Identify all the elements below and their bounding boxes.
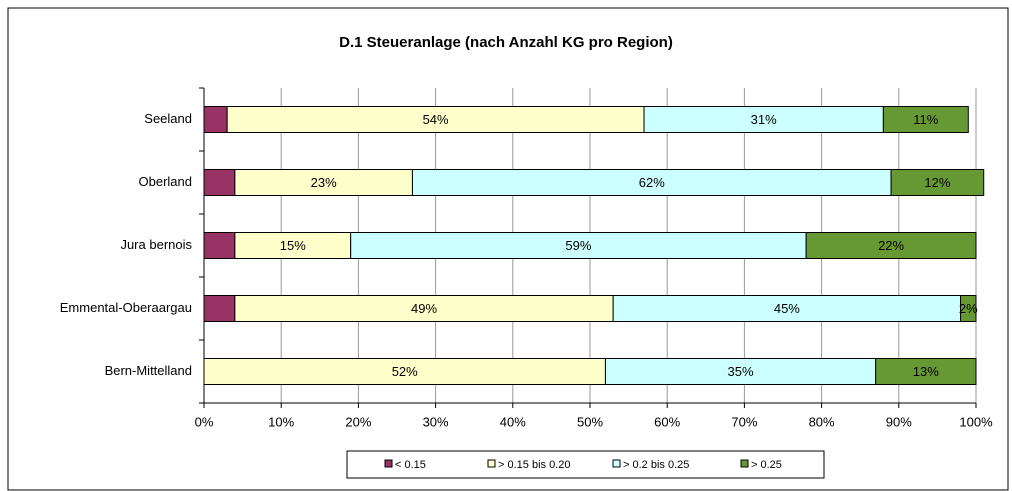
y-tick-label: Emmental-Oberaargau [60, 300, 192, 315]
bar-segment [805, 232, 977, 259]
y-tick-label: Bern-Mittelland [105, 363, 192, 378]
y-tick-label: Seeland [144, 111, 192, 126]
bar-segment [890, 169, 985, 196]
data-label: 11% [913, 112, 938, 127]
bar-segment [226, 106, 645, 133]
data-label: 22% [878, 238, 904, 253]
y-tick-label: Oberland [139, 174, 192, 189]
data-label: 23% [311, 175, 337, 190]
x-tick-label: 10% [268, 414, 294, 429]
data-label: 35% [728, 364, 754, 379]
bar-segment [350, 232, 807, 259]
legend-swatch [487, 459, 496, 468]
y-tick-label: Jura bernois [120, 237, 192, 252]
bar-segment [203, 106, 228, 133]
bar-segment [604, 358, 877, 385]
legend-swatch [384, 459, 393, 468]
x-tick-label: 20% [345, 414, 371, 429]
bar-segment [203, 358, 606, 385]
x-tick-label: 90% [886, 414, 912, 429]
legend-label: > 0.25 [751, 459, 782, 471]
data-label: 12% [924, 175, 950, 190]
x-tick-label: 80% [809, 414, 835, 429]
bar-segment [612, 295, 962, 322]
data-label: 49% [411, 301, 437, 316]
bar-segment [203, 295, 236, 322]
x-tick-label: 50% [577, 414, 603, 429]
x-tick-label: 100% [959, 414, 993, 429]
bar-segment [882, 106, 969, 133]
data-label: 13% [913, 364, 939, 379]
bar-segment [203, 169, 236, 196]
x-tick-label: 0% [195, 414, 214, 429]
bar-segment [203, 232, 236, 259]
bar-segment [875, 358, 977, 385]
data-label: 59% [565, 238, 591, 253]
legend-swatch [740, 459, 749, 468]
bar-segment [411, 169, 892, 196]
x-tick-label: 30% [423, 414, 449, 429]
chart-title: D.1 Steueranlage (nach Anzahl KG pro Reg… [339, 34, 673, 51]
data-label: 15% [280, 238, 306, 253]
legend-swatch [612, 459, 621, 468]
legend-label: > 0.2 bis 0.25 [623, 459, 689, 471]
x-tick-label: 70% [731, 414, 757, 429]
data-label: 45% [774, 301, 800, 316]
data-label: 54% [423, 112, 449, 127]
x-tick-label: 60% [654, 414, 680, 429]
x-tick-label: 40% [500, 414, 526, 429]
data-label: 52% [392, 364, 418, 379]
bar-segment [960, 295, 977, 322]
legend-label: > 0.15 bis 0.20 [498, 459, 570, 471]
data-label: 31% [751, 112, 777, 127]
data-label: 2% [959, 301, 978, 316]
data-label: 62% [639, 175, 665, 190]
legend-label: < 0.15 [395, 459, 426, 471]
